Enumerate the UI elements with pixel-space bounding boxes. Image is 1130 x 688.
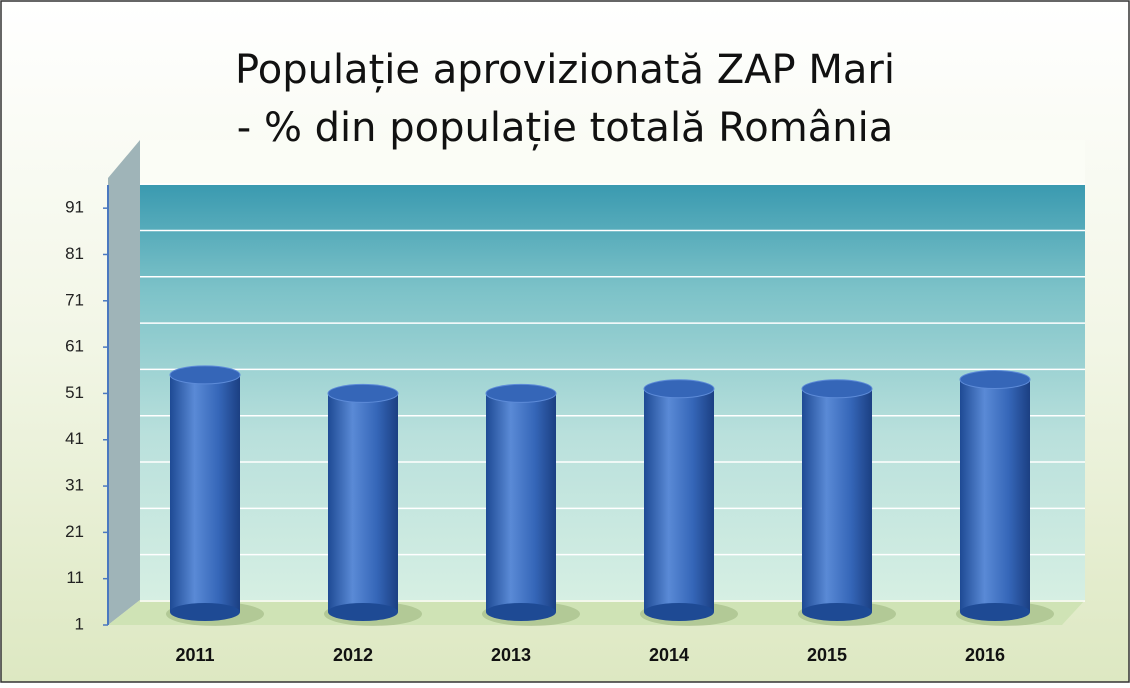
bar-top <box>169 365 241 385</box>
y-tick-label: 31 <box>65 476 84 495</box>
bar-base <box>170 603 240 621</box>
wall-top <box>140 140 1085 185</box>
bar-base <box>644 603 714 621</box>
bar-top <box>801 379 873 399</box>
y-tick-label: 71 <box>65 290 84 309</box>
y-tick-label: 51 <box>65 383 84 402</box>
x-tick-label: 2015 <box>807 645 847 665</box>
side-wall <box>108 140 140 625</box>
back-wall <box>140 185 1085 600</box>
y-tick-label: 81 <box>65 244 84 263</box>
bar <box>486 393 556 612</box>
chart-subtitle: - % din populație totală România <box>237 105 893 151</box>
bar <box>802 388 872 612</box>
bar-base <box>328 603 398 621</box>
y-tick-label: 21 <box>65 522 84 541</box>
bar <box>960 379 1030 612</box>
y-tick-label: 41 <box>65 429 84 448</box>
y-tick-label: 91 <box>65 198 84 217</box>
y-tick-label: 61 <box>65 337 84 356</box>
x-tick-label: 2011 <box>175 645 214 665</box>
bar-top <box>485 383 557 403</box>
x-tick-label: 2012 <box>333 645 373 665</box>
y-tick-label: 1 <box>75 614 84 633</box>
x-tick-label: 2014 <box>649 645 689 665</box>
bar <box>644 388 714 612</box>
bar-base <box>802 603 872 621</box>
bar <box>170 374 240 612</box>
y-tick-label: 11 <box>66 568 84 587</box>
x-tick-label: 2013 <box>491 645 531 665</box>
bar-top <box>643 379 715 399</box>
bar-base <box>486 603 556 621</box>
bar-top <box>959 370 1031 390</box>
bar-top <box>327 383 399 403</box>
chart-title: Populație aprovizionată ZAP Mari <box>235 47 895 93</box>
x-tick-label: 2016 <box>965 645 1005 665</box>
bar <box>328 393 398 612</box>
bar-base <box>960 603 1030 621</box>
